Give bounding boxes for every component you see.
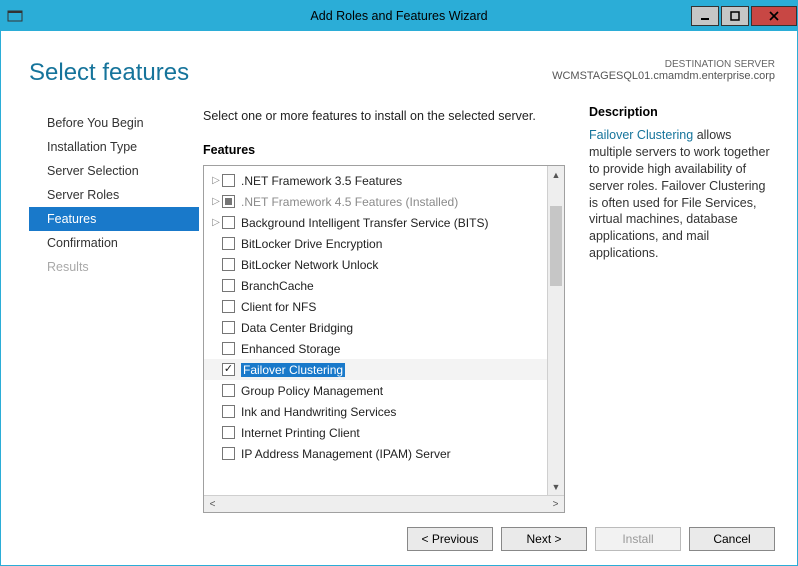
- feature-checkbox[interactable]: [222, 174, 235, 187]
- nav-item-features[interactable]: Features: [29, 207, 199, 231]
- feature-label: Client for NFS: [241, 300, 316, 314]
- destination-value: WCMSTAGESQL01.cmamdm.enterprise.corp: [552, 70, 775, 82]
- feature-label: IP Address Management (IPAM) Server: [241, 447, 451, 461]
- destination-server: DESTINATION SERVER WCMSTAGESQL01.cmamdm.…: [552, 59, 775, 82]
- feature-checkbox[interactable]: [222, 216, 235, 229]
- feature-row[interactable]: BitLocker Network Unlock: [204, 254, 564, 275]
- titlebar: Add Roles and Features Wizard: [1, 1, 797, 31]
- feature-checkbox[interactable]: [222, 321, 235, 334]
- feature-row[interactable]: ▷ .NET Framework 4.5 Features (Installed): [204, 191, 564, 212]
- feature-label: Ink and Handwriting Services: [241, 405, 396, 419]
- feature-row[interactable]: Client for NFS: [204, 296, 564, 317]
- nav-item-confirmation[interactable]: Confirmation: [29, 231, 199, 255]
- scroll-right-icon[interactable]: >: [547, 499, 564, 510]
- install-button[interactable]: Install: [595, 527, 681, 551]
- nav-item-server-selection[interactable]: Server Selection: [29, 159, 199, 183]
- feature-checkbox[interactable]: [222, 426, 235, 439]
- cancel-button[interactable]: Cancel: [689, 527, 775, 551]
- nav-item-installation-type[interactable]: Installation Type: [29, 135, 199, 159]
- features-listbox: ▷ .NET Framework 3.5 Features ▷ .NET Framew…: [203, 165, 565, 513]
- feature-label: Internet Printing Client: [241, 426, 360, 440]
- description-label: Description: [589, 105, 775, 119]
- feature-checkbox[interactable]: [222, 384, 235, 397]
- feature-row[interactable]: BranchCache: [204, 275, 564, 296]
- feature-row[interactable]: ▷ Background Intelligent Transfer Service…: [204, 212, 564, 233]
- feature-checkbox[interactable]: [222, 195, 235, 208]
- feature-label: Failover Clustering: [241, 363, 345, 377]
- nav-item-results: Results: [29, 255, 199, 279]
- feature-row[interactable]: Group Policy Management: [204, 380, 564, 401]
- feature-row[interactable]: ▷ .NET Framework 3.5 Features: [204, 170, 564, 191]
- feature-label: Enhanced Storage: [241, 342, 340, 356]
- previous-button[interactable]: < Previous: [407, 527, 493, 551]
- feature-row[interactable]: Ink and Handwriting Services: [204, 401, 564, 422]
- page-title: Select features: [29, 59, 189, 87]
- feature-row[interactable]: Failover Clustering: [204, 359, 564, 380]
- window-icon: [7, 8, 23, 24]
- feature-label: .NET Framework 4.5 Features (Installed): [241, 195, 458, 209]
- feature-checkbox[interactable]: [222, 342, 235, 355]
- feature-label: Group Policy Management: [241, 384, 383, 398]
- instruction-text: Select one or more features to install o…: [203, 109, 565, 123]
- feature-row[interactable]: Enhanced Storage: [204, 338, 564, 359]
- wizard-footer: < Previous Next > Install Cancel: [1, 513, 797, 551]
- nav-item-server-roles[interactable]: Server Roles: [29, 183, 199, 207]
- destination-label: DESTINATION SERVER: [552, 59, 775, 70]
- description-emphasis: Failover Clustering: [589, 128, 693, 142]
- scroll-up-icon[interactable]: ▲: [548, 166, 564, 183]
- horizontal-scrollbar[interactable]: < >: [204, 495, 564, 512]
- feature-checkbox[interactable]: [222, 300, 235, 313]
- feature-row[interactable]: Internet Printing Client: [204, 422, 564, 443]
- features-label: Features: [203, 143, 565, 157]
- window-title: Add Roles and Features Wizard: [310, 9, 487, 23]
- feature-checkbox[interactable]: [222, 405, 235, 418]
- feature-label: BitLocker Network Unlock: [241, 258, 378, 272]
- minimize-button[interactable]: [691, 6, 719, 26]
- feature-row[interactable]: Data Center Bridging: [204, 317, 564, 338]
- feature-label: BitLocker Drive Encryption: [241, 237, 382, 251]
- feature-checkbox[interactable]: [222, 237, 235, 250]
- feature-label: .NET Framework 3.5 Features: [241, 174, 402, 188]
- feature-label: Background Intelligent Transfer Service …: [241, 216, 488, 230]
- feature-checkbox[interactable]: [222, 258, 235, 271]
- nav-item-before-you-begin[interactable]: Before You Begin: [29, 111, 199, 135]
- feature-label: BranchCache: [241, 279, 314, 293]
- description-text: Failover Clustering allows multiple serv…: [589, 127, 775, 262]
- scroll-left-icon[interactable]: <: [204, 499, 221, 510]
- expand-icon[interactable]: ▷: [210, 196, 222, 207]
- description-body: allows multiple servers to work together…: [589, 128, 770, 260]
- expand-icon[interactable]: ▷: [210, 175, 222, 186]
- feature-checkbox[interactable]: [222, 363, 235, 376]
- wizard-nav: Before You BeginInstallation TypeServer …: [29, 105, 199, 513]
- next-button[interactable]: Next >: [501, 527, 587, 551]
- close-button[interactable]: [751, 6, 797, 26]
- feature-label: Data Center Bridging: [241, 321, 353, 335]
- feature-checkbox[interactable]: [222, 447, 235, 460]
- feature-checkbox[interactable]: [222, 279, 235, 292]
- expand-icon[interactable]: ▷: [210, 217, 222, 228]
- feature-row[interactable]: IP Address Management (IPAM) Server: [204, 443, 564, 464]
- maximize-button[interactable]: [721, 6, 749, 26]
- scroll-down-icon[interactable]: ▼: [548, 478, 564, 495]
- scroll-thumb[interactable]: [550, 206, 562, 286]
- feature-row[interactable]: BitLocker Drive Encryption: [204, 233, 564, 254]
- vertical-scrollbar[interactable]: ▲ ▼: [547, 166, 564, 495]
